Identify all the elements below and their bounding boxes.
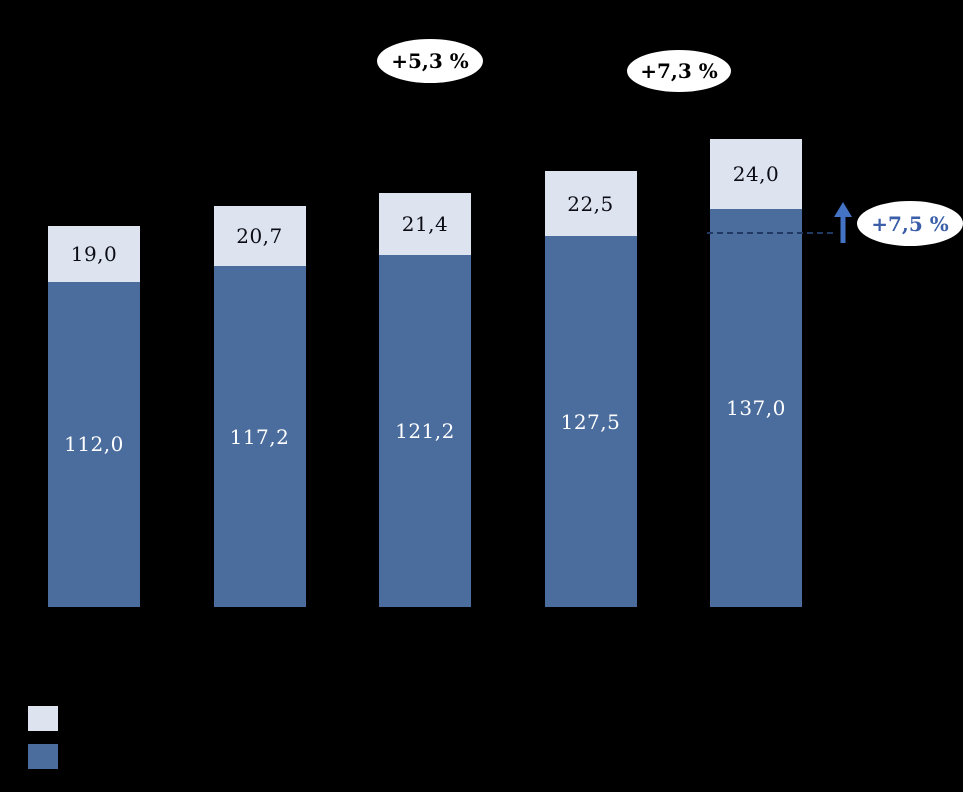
segment-value-label: 19,0 xyxy=(70,241,118,266)
growth-annotation-segment: +7,5 % xyxy=(857,201,963,246)
segment-value-label: 22,5 xyxy=(567,191,614,216)
bar-group: 22,5 127,5 xyxy=(544,171,637,607)
bar-group: 20,7 117,2 xyxy=(213,206,306,607)
segment-value-label: 24,0 xyxy=(732,161,780,186)
bar-group: 19,0 112,0 xyxy=(48,226,140,607)
segment-value-label: 127,5 xyxy=(560,409,621,434)
growth-annotation-2: +7,3 % xyxy=(627,50,731,92)
growth-annotation-1: +5,3 % xyxy=(377,39,483,83)
bar-segment-upper: 24,0 xyxy=(710,139,802,209)
bar-segment-lower: 137,0 xyxy=(710,208,802,607)
bar-segment-upper: 19,0 xyxy=(48,226,140,282)
segment-value-label: 21,4 xyxy=(401,211,449,236)
segment-value-label: 137,0 xyxy=(726,395,786,420)
segment-value-label: 20,7 xyxy=(236,224,283,249)
bar-segment-upper: 22,5 xyxy=(544,171,637,237)
bar-segment-lower: 117,2 xyxy=(213,266,306,607)
segment-value-label: 117,2 xyxy=(229,424,290,449)
bar-segment-lower: 121,2 xyxy=(379,254,471,607)
segment-value-label: 121,2 xyxy=(395,418,455,443)
bar-group: 21,4 121,2 xyxy=(379,192,471,607)
segment-value-label: 112,0 xyxy=(64,432,124,457)
legend-swatch-upper-segment xyxy=(28,706,58,731)
previous-level-dashed-line xyxy=(707,232,833,234)
bar-group: 24,0 137,0 xyxy=(710,139,802,607)
chart-legend xyxy=(28,706,58,769)
bar-segment-upper: 20,7 xyxy=(213,206,306,267)
increase-arrow-icon xyxy=(832,201,854,245)
bar-segment-lower: 127,5 xyxy=(544,236,637,607)
bar-segment-upper: 21,4 xyxy=(379,192,471,255)
legend-swatch-lower-segment xyxy=(28,744,58,769)
bar-segment-lower: 112,0 xyxy=(48,281,140,607)
